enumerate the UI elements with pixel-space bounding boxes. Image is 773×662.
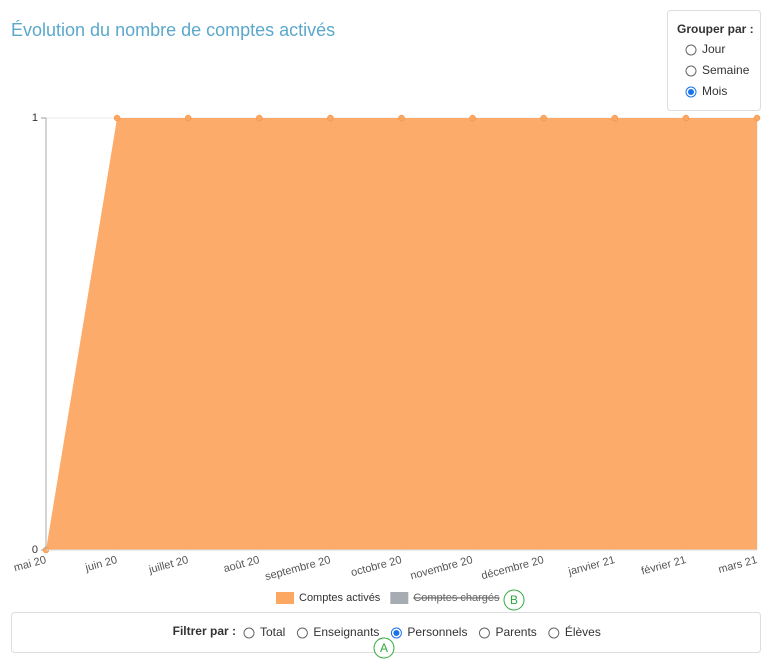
filter-radio[interactable] [296, 627, 308, 639]
chart-title: Évolution du nombre de comptes activés [11, 20, 335, 40]
filter-option[interactable]: Total [260, 625, 285, 639]
filter-radio[interactable] [548, 627, 560, 639]
point [753, 114, 761, 122]
x-tick-label: février 21 [640, 554, 687, 577]
legend-label[interactable]: Comptes activés [299, 592, 381, 604]
point [611, 114, 619, 122]
filter-option[interactable]: Parents [495, 625, 536, 639]
point [184, 114, 192, 122]
annotation-label: A [380, 641, 388, 655]
group-option[interactable]: Jour [702, 42, 725, 56]
x-tick-label: décembre 20 [480, 554, 545, 582]
group-radio[interactable] [685, 44, 697, 56]
group-radio[interactable] [685, 65, 697, 77]
x-tick-label: août 20 [222, 554, 261, 575]
filter-radio[interactable] [478, 627, 490, 639]
x-tick-label: janvier 21 [566, 554, 616, 578]
x-tick-label: septembre 20 [264, 554, 332, 583]
filter-option[interactable]: Personnels [407, 625, 467, 639]
x-tick-label: octobre 20 [350, 554, 403, 579]
legend-swatch [276, 592, 294, 604]
y-tick-label: 1 [32, 112, 38, 124]
point [682, 114, 690, 122]
filter-label: Filtrer par : [173, 624, 236, 638]
filter-radio[interactable] [243, 627, 255, 639]
filter-radio-dot[interactable] [393, 630, 400, 636]
y-tick-label: 0 [32, 544, 38, 556]
point [256, 114, 263, 122]
x-tick-label: novembre 20 [409, 554, 474, 582]
filter-option[interactable]: Enseignants [313, 625, 379, 639]
x-tick-label: juin 20 [83, 554, 118, 574]
group-radio-dot[interactable] [688, 89, 694, 95]
point [540, 114, 547, 122]
filter-option[interactable]: Élèves [565, 624, 601, 639]
group-label: Grouper par : [677, 22, 754, 36]
point [398, 114, 405, 122]
group-option[interactable]: Mois [702, 84, 727, 98]
annotation-label: B [510, 593, 518, 607]
annotation-circle [503, 589, 525, 611]
annotation-circle [373, 637, 395, 659]
point [469, 114, 476, 122]
area [46, 118, 757, 550]
x-tick-label: mars 21 [717, 554, 759, 576]
point [327, 114, 334, 122]
point [113, 114, 121, 122]
group-box [667, 10, 761, 111]
group-option[interactable]: Semaine [702, 63, 750, 77]
legend-swatch [390, 592, 409, 604]
x-tick-label: mai 20 [13, 554, 48, 574]
x-tick-label: juillet 20 [147, 554, 190, 576]
